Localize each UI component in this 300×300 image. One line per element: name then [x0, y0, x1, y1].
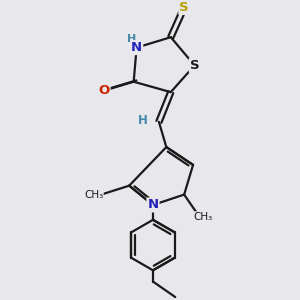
- Text: N: N: [131, 41, 142, 54]
- Text: CH₃: CH₃: [194, 212, 213, 222]
- Text: N: N: [147, 199, 158, 212]
- Text: H: H: [127, 34, 136, 44]
- Text: H: H: [138, 114, 148, 127]
- Text: O: O: [98, 84, 110, 97]
- Text: S: S: [190, 59, 200, 72]
- Text: S: S: [179, 1, 189, 14]
- Text: CH₃: CH₃: [84, 190, 103, 200]
